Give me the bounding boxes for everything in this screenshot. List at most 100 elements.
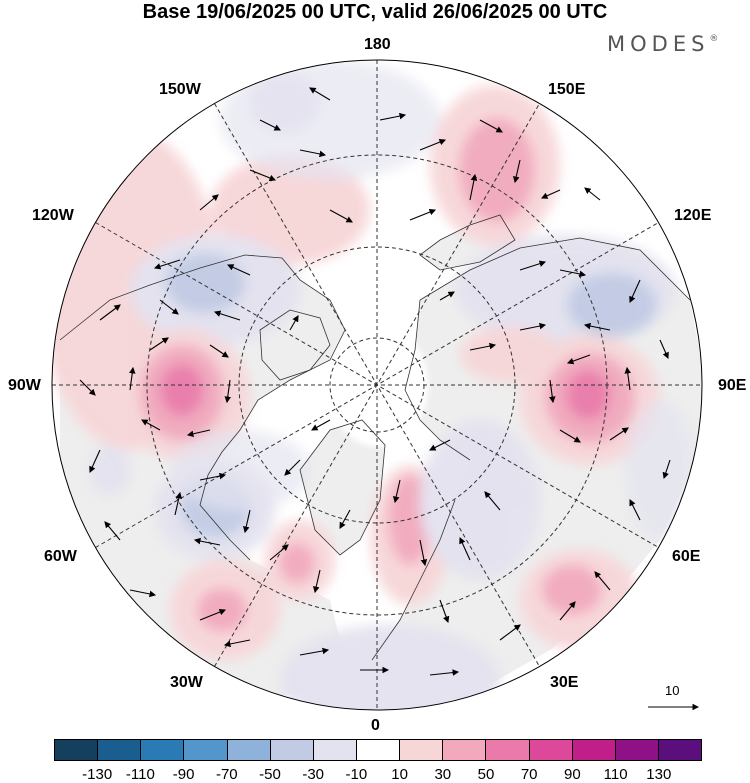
colorbar-swatch: [400, 740, 444, 760]
wind-vector: [559, 601, 576, 621]
colorbar-swatch: [313, 740, 357, 760]
wind-vector: [513, 159, 521, 184]
colorbar-tick-label: 10: [391, 766, 408, 783]
modes-logo-text: MODES: [607, 32, 710, 56]
lon-label-60e: 60E: [672, 548, 701, 565]
wind-vector: [243, 509, 251, 534]
colorbar-tick-label: -90: [172, 766, 195, 783]
land-greenland: [300, 420, 385, 555]
wind-vector: [419, 138, 447, 151]
anomaly-shading: [52, 60, 695, 710]
anomaly-east-pink-core: [566, 370, 610, 420]
wind-vector: [566, 354, 591, 365]
lon-label-150w: 150W: [159, 81, 201, 98]
wind-vector: [540, 189, 561, 199]
colorbar-tick-label: -110: [125, 766, 155, 783]
wind-vector: [199, 472, 227, 481]
anomaly-west-blue-inner: [165, 253, 245, 313]
anomaly-top-blue-outer: [220, 60, 440, 180]
wind-vector: [629, 499, 641, 521]
colorbar-tick-label: -30: [302, 766, 325, 783]
wind-vector: [409, 208, 437, 221]
wind-vector: [429, 439, 451, 451]
colorbar-tick-label: -70: [215, 766, 238, 783]
wind-vector: [193, 537, 221, 546]
map-title: Base 19/06/2025 00 UTC, valid 26/06/2025…: [142, 1, 608, 23]
wind-vector: [594, 571, 611, 591]
lon-label-30e: 30E: [550, 674, 579, 691]
colorbar-swatch: [55, 740, 99, 760]
colorbar-swatch: [615, 740, 659, 760]
anomaly-north-west-blue: [170, 430, 310, 510]
anomaly-east-far-blue: [625, 400, 695, 540]
lon-label-30w: 30W: [170, 674, 203, 691]
meridian-150e-30w: [214, 103, 540, 667]
anomaly-bottom-blue: [280, 625, 500, 710]
wind-vector: [153, 259, 181, 270]
colorbar-swatch: [486, 740, 530, 760]
anomaly-atlantic-pink-core: [279, 543, 315, 583]
vector-scale-label: 10: [665, 683, 680, 698]
wind-vector: [99, 304, 121, 321]
colorbar-swatch: [270, 740, 314, 760]
coastlines: [59, 214, 691, 661]
colorbar-tick-label: 50: [477, 766, 495, 783]
lon-label-0: 0: [371, 717, 380, 734]
colorbar-tick-label: 90: [564, 766, 581, 783]
wind-vector: [548, 379, 556, 404]
wind-vector: [199, 608, 227, 621]
map-boundary: [51, 59, 703, 711]
colorbar-swatch: [184, 740, 228, 760]
wind-vector: [519, 322, 547, 331]
wind-vector: [223, 639, 251, 648]
wind-vector: [129, 589, 157, 598]
colorbar-swatch: [141, 740, 185, 760]
anomaly-nw-pink: [210, 155, 370, 265]
wind-vector: [519, 260, 547, 271]
colorbar-swatch: [227, 740, 271, 760]
colorbar-tick-label: 110: [603, 766, 628, 783]
wind-vector: [79, 379, 96, 396]
wind-vector: [159, 299, 179, 315]
wind-vector: [224, 379, 232, 404]
colorbar-tick-label: -10: [345, 766, 368, 783]
wind-vector: [199, 194, 219, 211]
anomaly-small-blue-west: [90, 445, 130, 495]
wind-vector: [379, 112, 407, 121]
registered-mark: ®: [709, 34, 719, 44]
wind-vector: [479, 119, 503, 133]
wind-vector: [174, 491, 182, 516]
modes-logo: MODES®: [607, 32, 718, 56]
wind-vector: [329, 209, 353, 223]
lon-label-180: 180: [364, 36, 391, 53]
anomaly-top-blue-inner: [250, 73, 320, 133]
wind-vector: [299, 149, 327, 158]
wind-vector: [311, 419, 331, 431]
wind-vector: [499, 624, 521, 641]
wind-vector: [128, 366, 136, 391]
anomaly-ne-pink-mid: [459, 118, 535, 222]
wind-vector: [609, 427, 629, 441]
lon-label-120w: 120W: [32, 207, 74, 224]
wind-vector: [624, 366, 632, 391]
wind-vector: [299, 647, 330, 656]
colorbar-tick-label: 30: [434, 766, 452, 783]
wind-vector: [429, 669, 460, 676]
lon-label-90w: 90W: [8, 377, 41, 394]
wind-vector: [484, 491, 501, 511]
wind-vector: [209, 344, 229, 358]
lon-label-60w: 60W: [44, 548, 77, 565]
wind-vector: [284, 459, 301, 476]
colorbar-swatch: [356, 740, 401, 760]
wind-vector: [226, 264, 251, 276]
wind-vectors: [79, 87, 671, 676]
wind-vector: [104, 521, 121, 541]
colorbar-swatch: [529, 740, 573, 760]
anomaly-se-blue: [420, 420, 540, 580]
anomaly-west-pink-core: [160, 364, 204, 416]
lon-label-90e: 90E: [718, 377, 747, 394]
wind-vector: [339, 509, 351, 529]
colorbar-swatch: [572, 740, 616, 760]
wind-vector: [559, 429, 581, 443]
